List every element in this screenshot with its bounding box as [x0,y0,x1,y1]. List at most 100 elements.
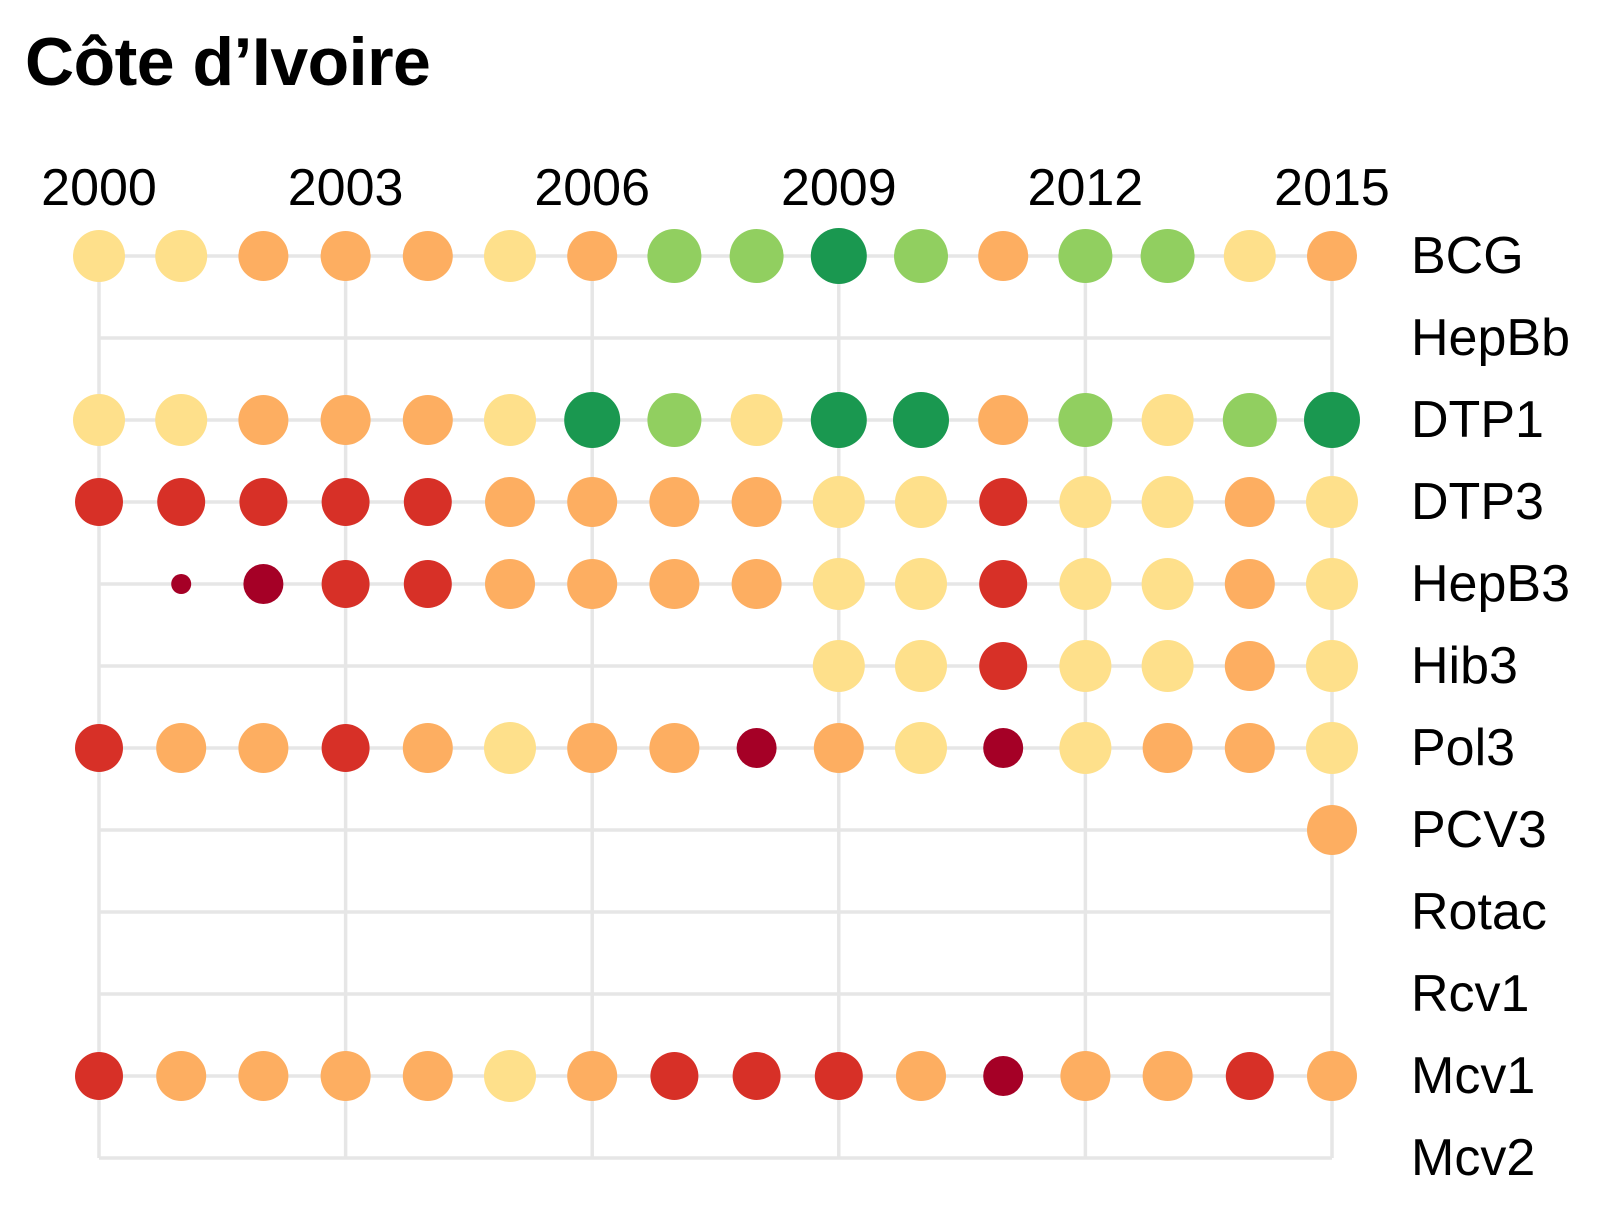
data-point [647,393,702,447]
data-point [1306,722,1358,774]
data-point [1307,1051,1357,1101]
y-tick-label: Rcv1 [1411,965,1529,1023]
data-point [1306,558,1358,610]
y-tick-label: Rotac [1411,883,1547,941]
data-point [1060,1051,1111,1101]
data-point [564,392,621,448]
data-point [813,723,864,773]
data-point [1058,229,1113,283]
data-point [238,395,289,445]
x-tick-label: 2006 [534,159,650,217]
data-point [238,723,289,773]
data-points [73,228,1360,1102]
data-point [485,559,535,609]
data-point [895,558,947,610]
data-point [157,478,206,526]
data-point [895,722,947,774]
data-point [402,395,453,445]
data-point [567,723,618,773]
data-point [155,230,208,282]
data-point [75,478,123,526]
data-point [1222,393,1277,447]
data-point [894,229,948,283]
data-point [73,394,125,446]
data-point [649,559,700,609]
y-tick-label: HepBb [1411,309,1570,367]
data-point [1224,559,1275,609]
data-point [567,231,618,281]
data-point [321,478,370,526]
data-point [1059,722,1112,774]
data-point [75,724,123,772]
data-point [983,1056,1024,1096]
x-tick-label: 2000 [41,159,157,217]
data-point [320,395,371,445]
data-point [812,558,865,610]
x-axis-ticks: 2000 2003 2006 2009 2012 2015 [41,159,1390,217]
data-point [1223,230,1276,282]
y-tick-label: Pol3 [1411,719,1515,777]
data-point [402,723,453,773]
data-point [810,392,867,448]
data-point [895,640,947,692]
data-point [978,395,1029,445]
data-point [1059,640,1112,692]
data-point [1140,229,1195,283]
y-tick-label: DTP1 [1411,391,1544,449]
chart-title: Côte d’Ivoire [25,24,431,100]
data-point [731,477,782,527]
y-axis-labels: BCG HepBb DTP1 DTP3 HepB3 Hib3 Pol3 PCV3 Rotac Rc… [1411,227,1570,1187]
data-point [893,392,949,448]
data-point [402,1051,453,1101]
y-tick-label: BCG [1411,227,1524,285]
data-point [649,723,700,773]
data-point [1307,231,1357,281]
data-point [1304,392,1360,448]
data-point [238,231,289,281]
data-point [810,228,867,284]
data-point [896,1051,946,1101]
y-tick-label: HepB3 [1411,555,1570,613]
data-point [731,559,782,609]
y-tick-label: Hib3 [1411,637,1518,695]
x-tick-label: 2015 [1274,159,1390,217]
data-point [1141,476,1194,528]
data-point [402,231,453,281]
data-point [1224,477,1275,527]
data-point [238,1051,289,1101]
data-point [239,478,288,526]
y-tick-label: DTP3 [1411,473,1544,531]
data-point [983,728,1024,768]
data-point [321,560,370,608]
data-point [567,477,618,527]
data-point [895,476,947,528]
y-tick-label: PCV3 [1411,801,1547,859]
data-point [1225,1052,1274,1100]
data-point [156,1051,207,1101]
data-point [730,394,783,446]
data-point [155,394,208,446]
data-point [484,394,536,446]
data-point [979,642,1028,690]
data-point [1059,558,1112,610]
data-point [1307,805,1357,855]
data-point [812,476,865,528]
data-point [1141,640,1194,692]
data-point [979,560,1028,608]
data-point [156,723,207,773]
data-point [1141,558,1194,610]
data-point [647,229,702,283]
data-point [484,230,536,282]
data-point [650,1052,699,1100]
data-point [1306,640,1358,692]
data-point [1142,723,1193,773]
data-point [1224,723,1275,773]
data-point [567,559,618,609]
data-point [484,722,536,774]
data-point [732,1052,781,1100]
grid-lines [97,254,1334,1160]
data-point [321,724,370,772]
data-point [736,728,777,768]
data-point [812,640,865,692]
data-point [484,1050,536,1102]
